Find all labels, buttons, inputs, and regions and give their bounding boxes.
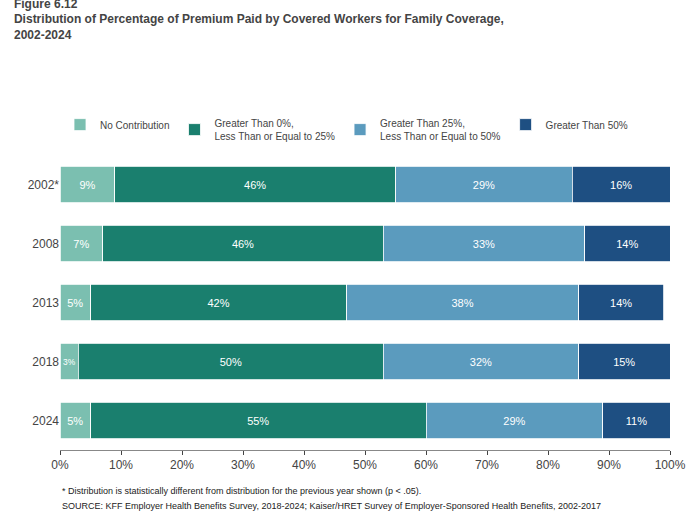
svg-text:2024: 2024	[32, 414, 59, 428]
svg-text:60%: 60%	[414, 458, 438, 472]
svg-text:14%: 14%	[610, 297, 632, 309]
svg-text:30%: 30%	[231, 458, 255, 472]
svg-text:2002*: 2002*	[28, 178, 60, 192]
svg-text:Figure 6.12Distribution of Per: Figure 6.12Distribution of Percentage of…	[14, 0, 504, 42]
svg-text:32%: 32%	[470, 356, 492, 368]
svg-text:42%: 42%	[207, 297, 229, 309]
svg-text:29%: 29%	[503, 415, 525, 427]
svg-text:7%: 7%	[73, 238, 89, 250]
svg-text:80%: 80%	[536, 458, 560, 472]
svg-text:15%: 15%	[613, 356, 635, 368]
svg-text:* Distribution is statisticall: * Distribution is statistically differen…	[62, 486, 421, 496]
svg-text:100%: 100%	[655, 458, 686, 472]
svg-text:33%: 33%	[473, 238, 495, 250]
svg-text:10%: 10%	[109, 458, 133, 472]
svg-text:29%: 29%	[473, 179, 495, 191]
svg-text:2018: 2018	[32, 355, 59, 369]
svg-text:50%: 50%	[353, 458, 377, 472]
svg-text:Greater Than 25%,Less Than or: Greater Than 25%,Less Than or Equal to 5…	[380, 118, 501, 142]
svg-text:SOURCE: KFF Employer Health Be: SOURCE: KFF Employer Health Benefits Sur…	[62, 501, 601, 511]
svg-text:Greater Than 0%,Less Than or E: Greater Than 0%,Less Than or Equal to 25…	[214, 118, 335, 142]
svg-text:Greater Than 50%: Greater Than 50%	[546, 120, 628, 131]
svg-text:11%: 11%	[626, 415, 647, 427]
svg-text:50%: 50%	[220, 356, 242, 368]
svg-text:0%: 0%	[51, 458, 69, 472]
svg-text:9%: 9%	[79, 179, 95, 191]
svg-text:90%: 90%	[597, 458, 621, 472]
svg-text:40%: 40%	[292, 458, 316, 472]
svg-text:2008: 2008	[32, 237, 59, 251]
svg-text:46%: 46%	[244, 179, 266, 191]
svg-text:38%: 38%	[451, 297, 473, 309]
svg-text:46%: 46%	[232, 238, 254, 250]
svg-text:2013: 2013	[32, 296, 59, 310]
svg-text:70%: 70%	[475, 458, 499, 472]
svg-text:5%: 5%	[67, 415, 83, 427]
svg-text:5%: 5%	[67, 297, 83, 309]
svg-text:55%: 55%	[247, 415, 269, 427]
svg-text:16%: 16%	[610, 179, 632, 191]
svg-text:14%: 14%	[616, 238, 638, 250]
svg-text:20%: 20%	[170, 458, 194, 472]
svg-text:3%: 3%	[63, 357, 76, 367]
svg-text:No Contribution: No Contribution	[100, 120, 169, 131]
